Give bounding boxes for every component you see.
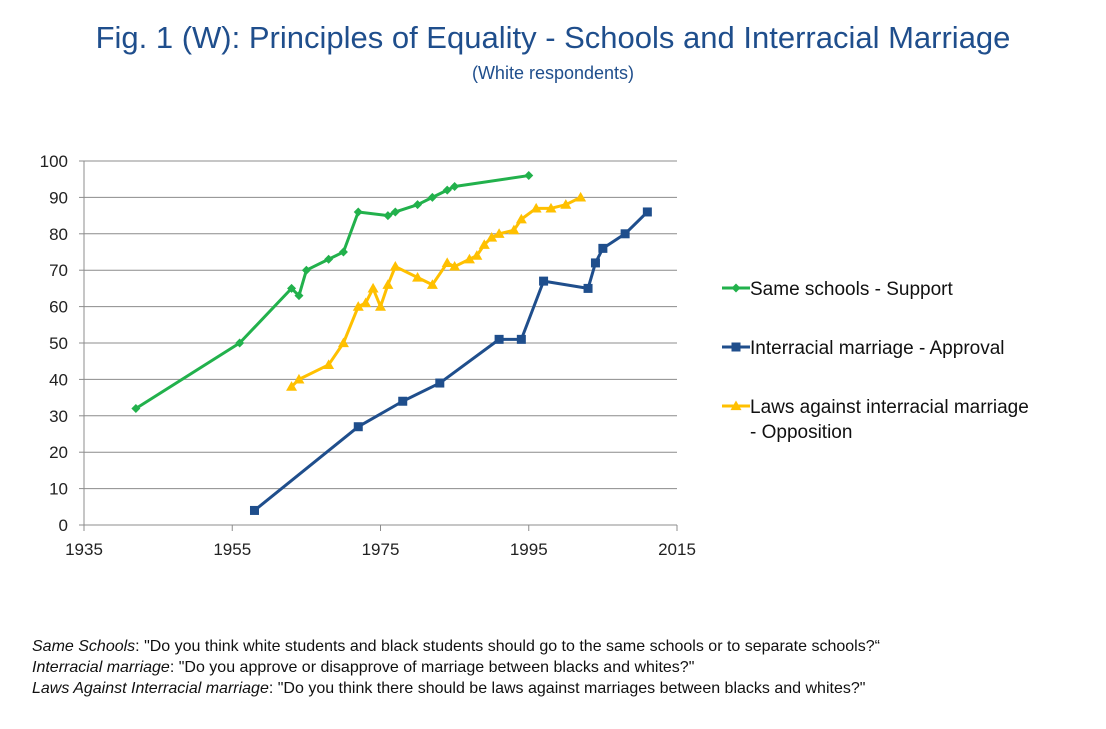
data-point: [131, 404, 141, 414]
note-label: Interracial marriage: [32, 659, 170, 676]
data-point: [515, 213, 527, 224]
legend-label: Same schools - Support: [750, 279, 953, 300]
data-point: [293, 373, 305, 384]
data-point: [545, 202, 557, 213]
x-tick-label: 1995: [510, 540, 548, 559]
data-point: [324, 254, 334, 264]
legend-label: Laws against interracial marriage: [750, 397, 1029, 418]
data-point: [463, 253, 475, 264]
legend-label: Interracial marriage - Approval: [750, 338, 1005, 359]
data-point: [449, 261, 461, 271]
legend-marker: [731, 342, 741, 352]
y-tick-label: 40: [49, 370, 68, 389]
y-tick-label: 30: [49, 407, 68, 426]
legend-marker: [731, 283, 741, 293]
data-point: [413, 200, 423, 210]
y-tick-label: 0: [59, 516, 68, 535]
data-point: [494, 334, 504, 344]
data-point: [367, 282, 379, 293]
data-point: [471, 250, 483, 260]
data-point: [382, 279, 394, 289]
data-point: [337, 337, 349, 348]
chart-title: Fig. 1 (W): Principles of Equality - Sch…: [95, 20, 1011, 55]
note-interracial-marriage: Interracial marriage: "Do you approve or…: [32, 657, 1092, 678]
data-point: [598, 243, 608, 253]
y-tick-label: 20: [49, 443, 68, 462]
data-point: [353, 422, 363, 432]
data-point: [360, 297, 372, 308]
data-point: [294, 291, 304, 301]
data-point: [450, 181, 460, 191]
data-point: [524, 171, 534, 181]
data-point: [539, 276, 549, 286]
question-notes: Same Schools: "Do you think white studen…: [32, 636, 1092, 699]
data-point: [338, 247, 348, 257]
note-label: Same Schools: [32, 638, 136, 655]
data-point: [427, 192, 437, 202]
y-tick-label: 100: [40, 152, 68, 171]
note-text: : "Do you approve or disapprove of marri…: [169, 659, 695, 676]
data-point: [301, 265, 311, 275]
data-point: [620, 229, 630, 239]
data-point: [249, 505, 259, 515]
data-point: [235, 338, 245, 348]
data-point: [323, 359, 335, 369]
note-laws-against: Laws Against Interracial marriage: "Do y…: [32, 678, 1092, 699]
series-line-2: [253, 210, 649, 512]
data-point: [441, 257, 453, 268]
data-point: [435, 378, 445, 388]
x-tick-label: 1955: [213, 540, 251, 559]
data-point: [286, 381, 298, 391]
legend-marker: [730, 400, 742, 411]
data-point: [389, 261, 401, 271]
y-tick-label: 60: [49, 298, 68, 317]
data-point: [590, 258, 600, 268]
data-point: [560, 199, 572, 209]
legend-label: - Opposition: [750, 422, 852, 443]
data-point: [583, 283, 593, 293]
note-label: Laws Against Interracial marriage: [32, 680, 269, 697]
data-point: [426, 279, 438, 289]
series-line-1: [135, 174, 529, 410]
y-tick-label: 70: [49, 261, 68, 280]
data-point: [642, 207, 652, 217]
note-text: : "Do you think there should be laws aga…: [268, 680, 866, 697]
data-point: [493, 228, 505, 238]
data-point: [508, 224, 520, 235]
data-point: [442, 185, 452, 195]
data-point: [478, 239, 490, 249]
x-tick-label: 1935: [65, 540, 103, 559]
series-line-3: [290, 196, 582, 388]
data-point: [352, 301, 364, 311]
note-same-schools: Same Schools: "Do you think white studen…: [32, 636, 1092, 657]
x-tick-label: 1975: [362, 540, 400, 559]
data-point: [287, 283, 297, 293]
data-point: [383, 211, 393, 221]
data-point: [486, 231, 498, 242]
data-point: [353, 207, 363, 217]
data-point: [375, 301, 386, 311]
y-tick-label: 10: [49, 480, 68, 499]
data-point: [575, 191, 587, 202]
data-point: [390, 207, 400, 217]
note-text: : "Do you think white students and black…: [135, 638, 880, 655]
y-tick-label: 90: [49, 188, 68, 207]
data-point: [530, 202, 542, 213]
data-point: [398, 396, 408, 406]
chart-subtitle: (White respondents): [471, 63, 635, 83]
data-point: [516, 334, 526, 344]
line-chart: 0 10 20 30 40 50 60 70 80 90 100 1935 1955 1975 1995 20…: [40, 152, 1029, 559]
data-point: [412, 271, 424, 282]
y-tick-label: 50: [49, 334, 68, 353]
y-tick-label: 80: [49, 225, 68, 244]
x-tick-label: 2015: [658, 540, 696, 559]
